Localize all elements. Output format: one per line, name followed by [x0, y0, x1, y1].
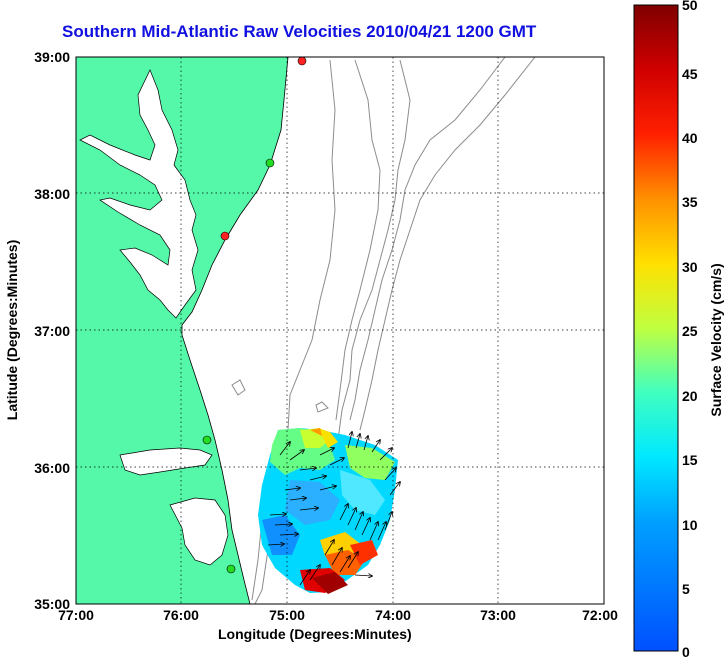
- colorbar-tick-label: 50: [682, 0, 698, 13]
- y-tick-label: 35:00: [34, 596, 70, 612]
- y-tick-label: 39:00: [34, 49, 70, 65]
- x-tick-label: 77:00: [58, 607, 94, 623]
- colorbar-tick-label: 0: [682, 644, 690, 659]
- colorbar-tick-label: 20: [682, 388, 698, 404]
- grid-lines: [76, 57, 604, 604]
- page-title: Southern Mid-Atlantic Raw Velocities 201…: [62, 22, 537, 41]
- station-marker: [202, 435, 212, 445]
- pamlico-sound: [119, 447, 213, 476]
- x-tick-label: 75:00: [269, 607, 305, 623]
- y-axis-ticks: 39:00 38:00 37:00 36:00 35:00: [34, 49, 70, 612]
- station-marker: [226, 564, 236, 574]
- y-tick-label: 36:00: [34, 460, 70, 476]
- pamlico-sound-south: [169, 497, 229, 566]
- station-marker: [220, 231, 230, 241]
- station-marker: [265, 158, 275, 168]
- station-marker: [297, 57, 307, 66]
- colorbar-tick-label: 35: [682, 194, 698, 210]
- colorbar-tick-label: 45: [682, 66, 698, 82]
- x-tick-label: 72:00: [582, 607, 618, 623]
- chesapeake-bay: [79, 69, 199, 319]
- x-tick-label: 73:00: [480, 607, 516, 623]
- colorbar-tick-label: 15: [682, 452, 698, 468]
- colorbar-tick-label: 25: [682, 323, 698, 339]
- colorbar-tick-label: 30: [682, 259, 698, 275]
- colorbar-tick-label: 5: [682, 581, 690, 597]
- y-tick-label: 38:00: [34, 186, 70, 202]
- x-tick-label: 74:00: [375, 607, 411, 623]
- x-axis-label: Longitude (Degrees:Minutes): [218, 626, 412, 642]
- velocity-arrows: [267, 432, 400, 586]
- colorbar-tick-label: 10: [682, 517, 698, 533]
- colorbar-tick-label: 40: [682, 130, 698, 146]
- plot-frame: [75, 56, 605, 605]
- colorbar-ticks: 50 45 40 35 30 25 20 15 10 5 0: [682, 0, 698, 659]
- x-axis-ticks: 77:00 76:00 75:00 74:00 73:00 72:00: [58, 607, 618, 623]
- y-tick-label: 37:00: [34, 323, 70, 339]
- colorbar: [633, 4, 679, 652]
- x-tick-label: 76:00: [163, 607, 199, 623]
